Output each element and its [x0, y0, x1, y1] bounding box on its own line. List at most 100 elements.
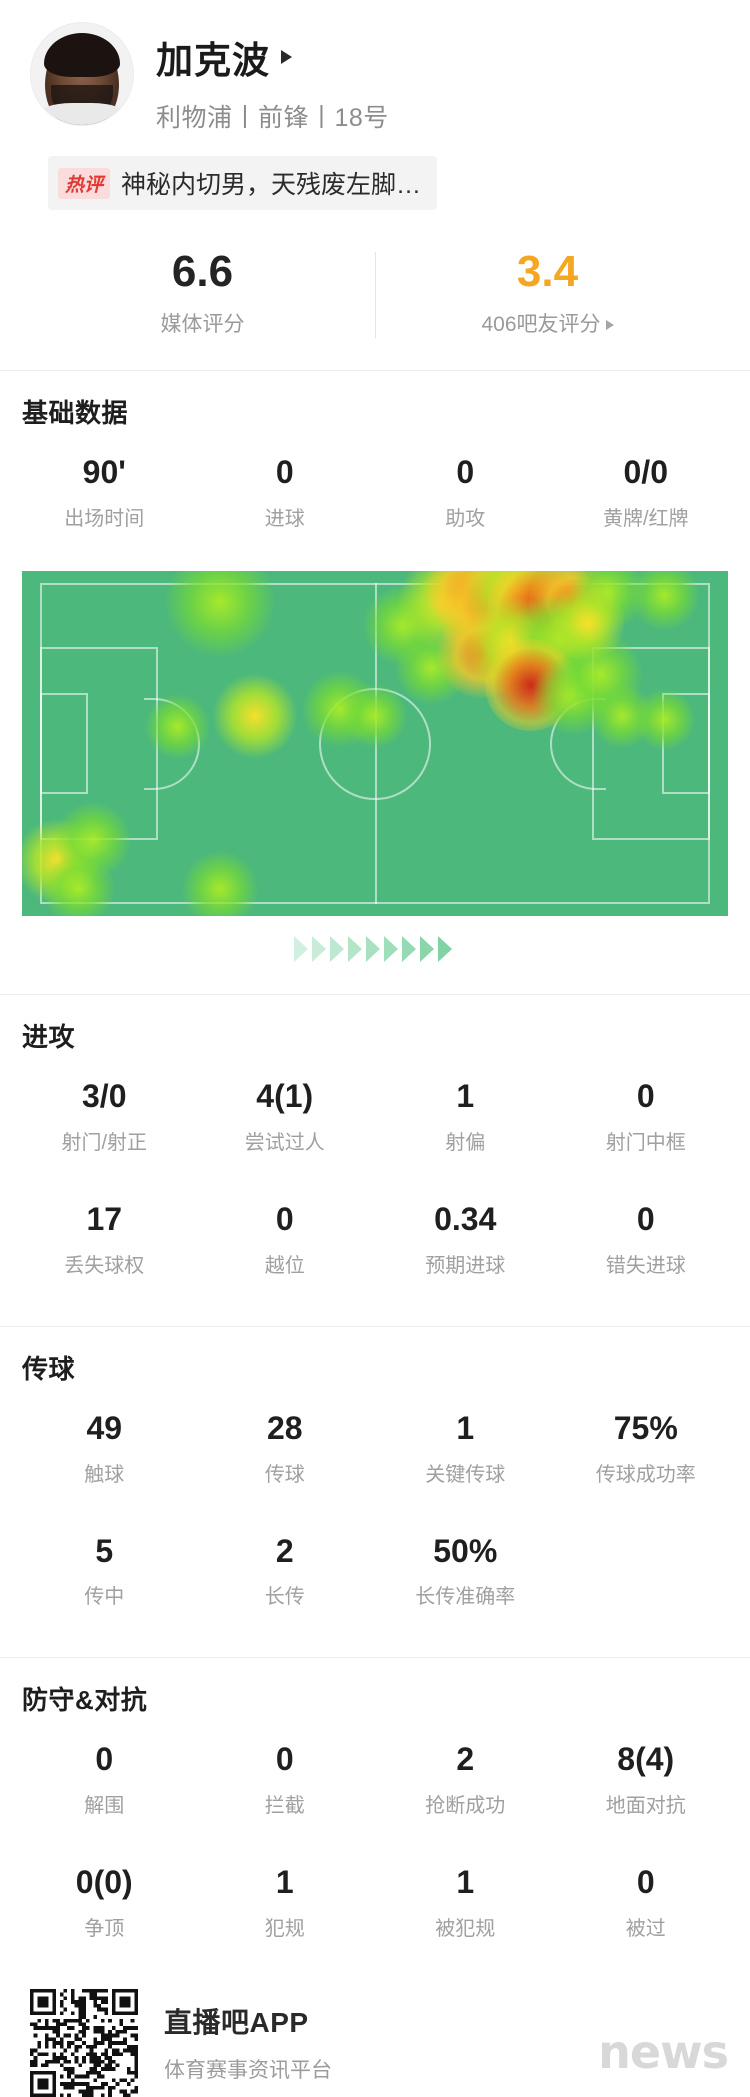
- stat-value: 0: [636, 1200, 655, 1237]
- stat-grid-defence: 0 解围 0 拦截 2 抢断成功 8(4) 地面对抗 0(0) 争顶 1 犯规 …: [0, 1717, 750, 1963]
- qr-code-icon[interactable]: [30, 1988, 138, 2097]
- stat-cell: 28 传球: [195, 1386, 376, 1509]
- rating-fans[interactable]: 3.4 406吧友评分: [375, 244, 720, 344]
- divider: [0, 1657, 750, 1659]
- stat-label: 解围: [84, 1795, 125, 1818]
- stat-cell: 0 错失进球: [556, 1177, 737, 1300]
- stat-label: 传球成功率: [595, 1463, 696, 1486]
- rating-fans-label: 406吧友评分: [375, 308, 720, 338]
- heatmap-pitch[interactable]: [22, 571, 728, 917]
- stat-label: 长传准确率: [415, 1586, 516, 1609]
- heatmap-wrap: [0, 553, 750, 917]
- chevron-right-icon: [348, 936, 362, 963]
- stat-label: 射偏: [445, 1131, 486, 1154]
- stat-cell: 2 长传: [195, 1509, 376, 1632]
- stat-label: 丢失球权: [64, 1254, 145, 1277]
- section-title-basic: 基础数据: [22, 398, 129, 429]
- stat-label: 拦截: [264, 1795, 305, 1818]
- stat-label: 助攻: [445, 508, 486, 531]
- app-subtitle: 体育赛事资讯平台: [164, 2059, 332, 2083]
- pitch-center-circle: [319, 687, 431, 800]
- rating-media: 6.6 媒体评分: [30, 244, 375, 344]
- stat-cell: 8(4) 地面对抗: [556, 1717, 737, 1840]
- stat-value: 0: [636, 1864, 655, 1901]
- stat-label: 关键传球: [425, 1463, 506, 1486]
- stat-cell: 0 解围: [14, 1717, 195, 1840]
- pitch-goal-box-left: [40, 693, 88, 795]
- stat-label: 黄牌/红牌: [602, 508, 689, 531]
- hot-comment-wrap: 热评 神秘内切男，天残废左脚…: [0, 134, 750, 210]
- hot-comment-badge: 热评: [58, 167, 111, 199]
- avatar[interactable]: [30, 22, 134, 126]
- stat-cell-empty: [556, 1509, 737, 1632]
- stat-cell: 0 射门中框: [556, 1054, 737, 1177]
- section-title-passing: 传球: [22, 1353, 76, 1384]
- divider: [0, 994, 750, 996]
- stat-value: 5: [95, 1532, 114, 1569]
- player-name-block: 加克波 利物浦丨前锋丨18号: [156, 22, 389, 134]
- stat-label: 进球: [264, 508, 305, 531]
- stat-label: 传球: [264, 1463, 305, 1486]
- stat-cell: 1 被犯规: [375, 1840, 556, 1963]
- stat-value: 2: [275, 1532, 294, 1569]
- chevron-right-icon: [330, 936, 344, 963]
- divider: [0, 1325, 750, 1327]
- stat-value: 0: [95, 1741, 114, 1778]
- rating-fans-value: 3.4: [516, 247, 579, 296]
- app-title: 直播吧APP: [164, 2007, 309, 2039]
- stat-cell: 1 射偏: [375, 1054, 556, 1177]
- stat-value: 90': [82, 454, 126, 491]
- pitch-goal-box-right: [662, 693, 710, 795]
- triangle-right-icon[interactable]: [605, 320, 614, 331]
- chevron-right-icon: [294, 936, 308, 963]
- stat-label: 触球: [84, 1463, 125, 1486]
- section-title-defence: 防守&对抗: [22, 1685, 148, 1716]
- stat-value: 1: [456, 1409, 475, 1446]
- player-meta: 利物浦丨前锋丨18号: [156, 104, 389, 132]
- hot-comment-banner[interactable]: 热评 神秘内切男，天残废左脚…: [48, 156, 438, 210]
- app-footer: 直播吧APP 体育赛事资讯平台: [0, 1963, 750, 2097]
- stat-cell: 49 触球: [14, 1386, 195, 1509]
- stat-value: 0(0): [75, 1864, 133, 1901]
- stat-label: 射门/射正: [61, 1131, 148, 1154]
- stat-value: 49: [86, 1409, 123, 1446]
- stat-value: 50%: [433, 1532, 498, 1569]
- chevron-right-icon: [402, 936, 416, 963]
- stat-cell: 1 关键传球: [375, 1386, 556, 1509]
- rating-media-label-text: 媒体评分: [160, 313, 245, 337]
- stat-cell: 5 传中: [14, 1509, 195, 1632]
- stat-label: 错失进球: [605, 1254, 686, 1277]
- stat-cell: 50% 长传准确率: [375, 1509, 556, 1632]
- chevron-strip: [0, 916, 750, 968]
- stat-cell: 0 越位: [195, 1177, 376, 1300]
- stat-label: 预期进球: [425, 1254, 506, 1277]
- chevron-right-icon[interactable]: [281, 50, 293, 64]
- stat-value: 75%: [613, 1409, 678, 1446]
- rating-media-value: 6.6: [171, 247, 234, 296]
- stat-cell: 0/0 黄牌/红牌: [556, 430, 737, 553]
- stat-value: 0: [275, 1200, 294, 1237]
- stat-cell: 0 被过: [556, 1840, 737, 1963]
- stat-value: 1: [456, 1864, 475, 1901]
- stat-label: 抢断成功: [425, 1795, 506, 1818]
- stat-cell: 75% 传球成功率: [556, 1386, 737, 1509]
- stat-value: 3/0: [82, 1078, 127, 1115]
- page-title: 加克波: [156, 40, 270, 81]
- stat-value: 0.34: [434, 1200, 497, 1237]
- chevron-right-icon: [384, 936, 398, 963]
- stat-cell: 4(1) 尝试过人: [195, 1054, 376, 1177]
- stat-cell: 17 丢失球权: [14, 1177, 195, 1300]
- stat-value: 28: [266, 1409, 303, 1446]
- stat-label: 犯规: [264, 1917, 305, 1940]
- divider: [0, 370, 750, 372]
- chevron-right-icon: [312, 936, 326, 963]
- hot-comment-text: 神秘内切男，天残废左脚…: [121, 171, 422, 199]
- stat-cell: 2 抢断成功: [375, 1717, 556, 1840]
- player-header: 加克波 利物浦丨前锋丨18号: [0, 0, 750, 134]
- stat-label: 争顶: [84, 1917, 125, 1940]
- stat-label: 地面对抗: [605, 1795, 686, 1818]
- rating-fans-label-text: 406吧友评分: [481, 313, 601, 337]
- chevron-right-icon: [420, 936, 434, 963]
- stat-value: 4(1): [256, 1078, 314, 1115]
